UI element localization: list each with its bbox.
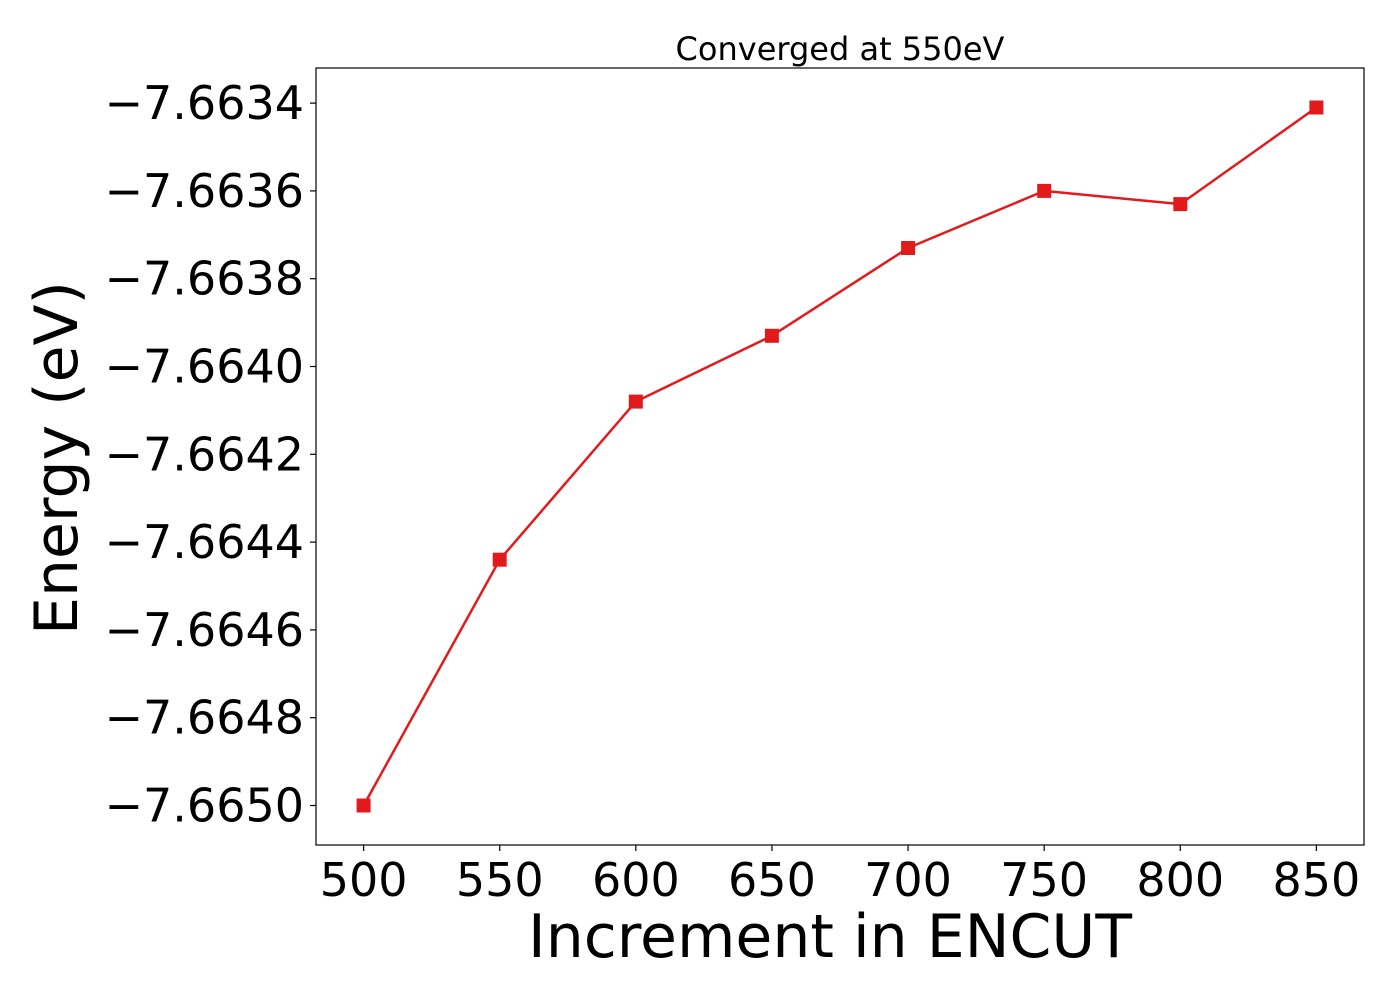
x-tick-label: 750 [1000, 853, 1088, 907]
x-tick-label: 600 [592, 853, 680, 907]
y-tick-label: −7.6644 [105, 515, 305, 569]
series-line [362, 106, 1318, 807]
data-point-marker [492, 552, 507, 567]
data-point-marker [628, 394, 643, 409]
y-tick-label: −7.6636 [105, 164, 305, 218]
x-tick-label: 700 [864, 853, 952, 907]
plot-frame [315, 67, 1365, 846]
data-point-marker [1037, 183, 1052, 198]
y-tick-label: −7.6640 [105, 340, 305, 394]
data-point-marker [356, 798, 371, 813]
data-point-marker [1173, 197, 1188, 212]
x-axis-label: Increment in ENCUT [528, 902, 1132, 972]
y-tick-label: −7.6650 [105, 778, 305, 832]
chart-title: Converged at 550eV [676, 30, 1005, 68]
data-point-marker [1309, 100, 1324, 115]
series-markers [356, 100, 1324, 813]
x-tick-label: 800 [1136, 853, 1224, 907]
y-axis-label: Energy (eV) [22, 281, 92, 635]
y-tick-label: −7.6648 [105, 691, 305, 745]
x-tick-label: 850 [1272, 853, 1360, 907]
x-tick-label: 650 [728, 853, 816, 907]
y-tick-label: −7.6634 [105, 76, 305, 130]
y-tick-label: −7.6638 [105, 252, 305, 306]
x-tick-label: 500 [320, 853, 408, 907]
y-tick-label: −7.6642 [105, 427, 305, 481]
data-point-marker [764, 328, 779, 343]
x-axis-ticks: 500 550 600 650 700 750 800 850 [320, 845, 1360, 907]
x-tick-label: 550 [456, 853, 544, 907]
y-axis-ticks: −7.6650 −7.6648 −7.6646 −7.6644 −7.6642 −7.66… [105, 76, 316, 832]
data-point-marker [901, 241, 916, 255]
y-tick-label: −7.6646 [105, 603, 305, 657]
